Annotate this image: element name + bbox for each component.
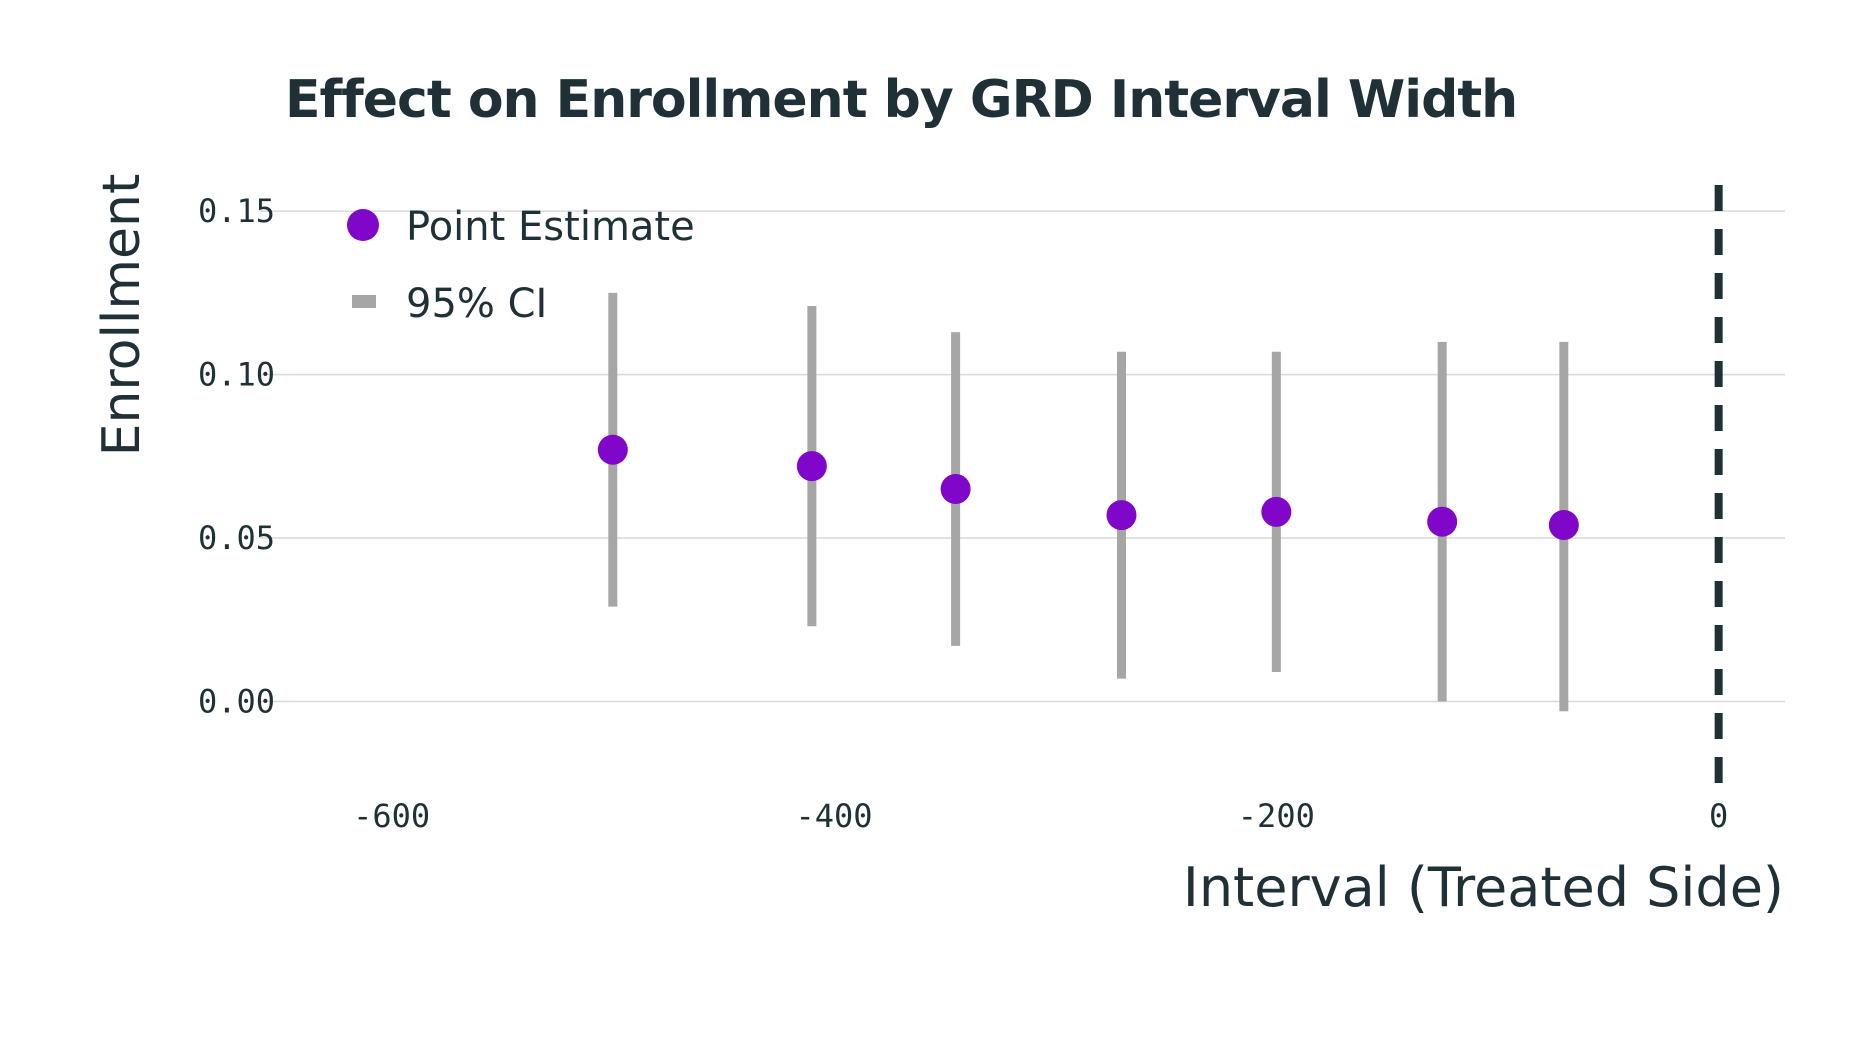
x-axis-label: Interval (Treated Side) [1182, 856, 1784, 919]
grid-layer [260, 210, 1785, 703]
y-tick-label: 0.05 [198, 519, 275, 557]
point-estimate [940, 474, 971, 504]
point-estimate [1261, 496, 1292, 527]
chart-title: Effect on Enrollment by GRD Interval Wid… [285, 70, 1518, 130]
point-estimate [1427, 506, 1458, 537]
x-tick-label: -600 [353, 797, 430, 835]
point-layer [597, 434, 1579, 540]
y-tick-label: 0.15 [198, 192, 275, 230]
legend-point-marker [347, 209, 379, 241]
legend-ci-label: 95% CI [406, 281, 547, 327]
legend-ci-marker [352, 295, 376, 308]
x-tick-label: 0 [1709, 797, 1728, 835]
y-tick-label: 0.00 [198, 682, 275, 720]
point-estimate [1548, 509, 1579, 540]
point-estimate [1106, 500, 1137, 531]
ci-layer [608, 292, 1569, 712]
tick-layer: 0.00 0.05 0.10 0.15 -600 -400 -200 0 [198, 192, 1728, 835]
x-tick-label: -200 [1238, 797, 1315, 835]
point-estimate [796, 451, 827, 482]
point-estimate [597, 434, 628, 465]
legend: Point Estimate 95% CI [347, 204, 695, 327]
legend-point-label: Point Estimate [406, 204, 695, 250]
x-tick-label: -400 [795, 797, 872, 835]
y-tick-label: 0.10 [198, 356, 275, 394]
